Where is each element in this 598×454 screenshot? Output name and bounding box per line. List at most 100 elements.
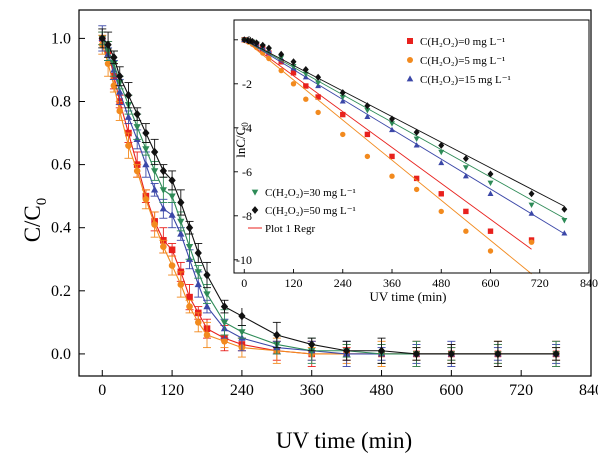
- inset-series-2-point: [339, 98, 346, 104]
- inset-series-1-point: [303, 96, 309, 102]
- main-series-1-point: [142, 196, 150, 203]
- legend-label-1: C(H₂O₂)=5 mg L⁻¹: [420, 55, 505, 67]
- inset-series-2-point: [413, 142, 420, 148]
- inset-legend: C(H₂O₂)=0 mg L⁻¹ C(H₂O₂)=5 mg L⁻¹ C(H₂O₂)=…: [248, 36, 511, 235]
- main-series-4-point: [377, 346, 386, 356]
- inset-series-4-point: [265, 44, 272, 52]
- inset-series-4-point: [302, 65, 309, 74]
- main-series-3-point: [203, 291, 211, 298]
- main-series-1-point: [168, 262, 176, 269]
- inset-series-1-point: [315, 109, 321, 116]
- inset-series-3-point: [364, 108, 371, 114]
- main-series-2-point: [151, 185, 159, 193]
- inset-series-4-point: [253, 39, 260, 47]
- y-tick-label: 1.0: [51, 30, 71, 47]
- main-series-4-point: [220, 302, 229, 311]
- main-series-1-point: [160, 243, 167, 250]
- main-series-1-point: [125, 142, 132, 149]
- inset-x-tick-label: 720: [531, 276, 549, 290]
- inset-chart: 0 120 240 360 480 600 720 840 0 -2 -4 -6 -8 -10 C(H₂O…: [233, 19, 598, 308]
- y-tick-label: 0.4: [51, 220, 71, 237]
- inset-series-4-point: [339, 89, 346, 97]
- main-series-4-point: [203, 270, 211, 280]
- legend-marker-0: [407, 38, 413, 44]
- legend-regression-label: Plot 1 Regr: [265, 223, 315, 235]
- inset-series-4-point: [462, 155, 469, 163]
- inset-series-0-point: [438, 191, 444, 197]
- inset-series-2-point: [462, 172, 469, 179]
- main-series-2-point: [168, 211, 176, 218]
- x-tick-label: 240: [230, 382, 254, 399]
- inset-series-1-point: [413, 186, 420, 193]
- inset-series-0-point: [303, 83, 309, 89]
- main-series-3-point: [142, 146, 150, 153]
- inset-series-4-point: [241, 36, 248, 44]
- y-tick-label: 0.8: [51, 94, 71, 111]
- main-series-0-point: [186, 293, 193, 301]
- inset-series-4-point: [364, 102, 371, 110]
- inset-y-tick-label: -10: [236, 253, 252, 267]
- inset-series-3-point: [278, 55, 285, 61]
- inset-axes: 0 120 240 360 480 600 720 840 0 -2 -4 -6 -8 -10: [233, 19, 598, 290]
- x-tick-label: 360: [300, 382, 324, 399]
- inset-x-tick-label: 840: [580, 276, 598, 290]
- main-series-3-point: [220, 319, 229, 327]
- main-series-1-point: [104, 60, 112, 67]
- main-series-4-point: [185, 223, 194, 232]
- main-series-2-point: [203, 302, 211, 310]
- inset-series-0-point: [290, 70, 297, 76]
- y-tick-label: 0.0: [51, 346, 71, 363]
- inset-series-1-point: [528, 239, 535, 245]
- main-chart: 0 120 240 360 480 600 720 840 0.0 0.2 0.4 0.6 0.8 1.0…: [20, 9, 598, 453]
- x-tick-label: 0: [98, 382, 106, 399]
- inset-series-2-point: [389, 126, 395, 133]
- inset-series-1-point: [340, 131, 346, 138]
- inset-series-1-point: [463, 228, 469, 234]
- inset-x-tick-label: 120: [285, 276, 303, 290]
- inset-y-axis-label-main: lnC/C: [233, 127, 248, 158]
- main-series-3-point: [133, 124, 141, 131]
- main-series-4-point: [447, 349, 455, 359]
- legend-marker-3: [251, 189, 259, 196]
- main-axes: 0 120 240 360 480 600 720 840 0.0 0.2 0.4 0.6 0.8 1.0: [51, 30, 598, 399]
- inset-y-tick-label: -2: [242, 77, 252, 91]
- inset-series-2-point: [438, 159, 445, 166]
- main-series-4-point: [124, 90, 133, 100]
- main-series-4-point: [142, 128, 150, 138]
- inset-x-axis-label: UV time (min): [369, 289, 446, 304]
- main-series-2-point: [124, 113, 133, 120]
- main-series-4-point: [168, 176, 176, 185]
- legend-label-3: C(H₂O₂)=30 mg L⁻¹: [265, 187, 356, 199]
- inset-series-0-point: [340, 111, 346, 118]
- inset-x-tick-label: 480: [432, 276, 450, 290]
- main-series-4-point: [104, 40, 112, 49]
- inset-series-3-point: [413, 136, 420, 143]
- inset-series-0-point: [413, 175, 420, 182]
- main-series-2-point: [194, 280, 202, 288]
- y-axis-label-main: C/C: [20, 205, 45, 242]
- main-series-4-point: [98, 34, 106, 43]
- inset-plot-frame: [233, 19, 590, 274]
- x-tick-label: 840: [579, 382, 598, 399]
- y-axis-label-subscript: 0: [34, 198, 50, 206]
- inset-series-2-point: [528, 210, 535, 216]
- inset-series-1-point: [364, 153, 371, 160]
- main-series-3-point: [151, 168, 159, 175]
- main-series-2-point: [116, 88, 124, 95]
- main-series-4-point: [412, 349, 421, 359]
- inset-series-1-point: [266, 55, 272, 62]
- main-series-3-point: [185, 243, 194, 251]
- main-series-4-point: [116, 71, 124, 81]
- inset-series-2-point: [561, 230, 568, 236]
- main-series-3-point: [159, 187, 167, 194]
- main-series-3-point: [238, 329, 246, 336]
- main-series-0-point: [168, 246, 176, 254]
- x-tick-label: 600: [439, 382, 463, 399]
- inset-series-4-point: [389, 115, 395, 123]
- legend-label-0: C(H₂O₂)=0 mg L⁻¹: [420, 36, 505, 48]
- inset-x-tick-label: 600: [482, 276, 500, 290]
- main-series-2-point: [142, 160, 150, 168]
- main-series-4-curve: [101, 38, 557, 355]
- inset-x-tick-label: 0: [241, 276, 247, 290]
